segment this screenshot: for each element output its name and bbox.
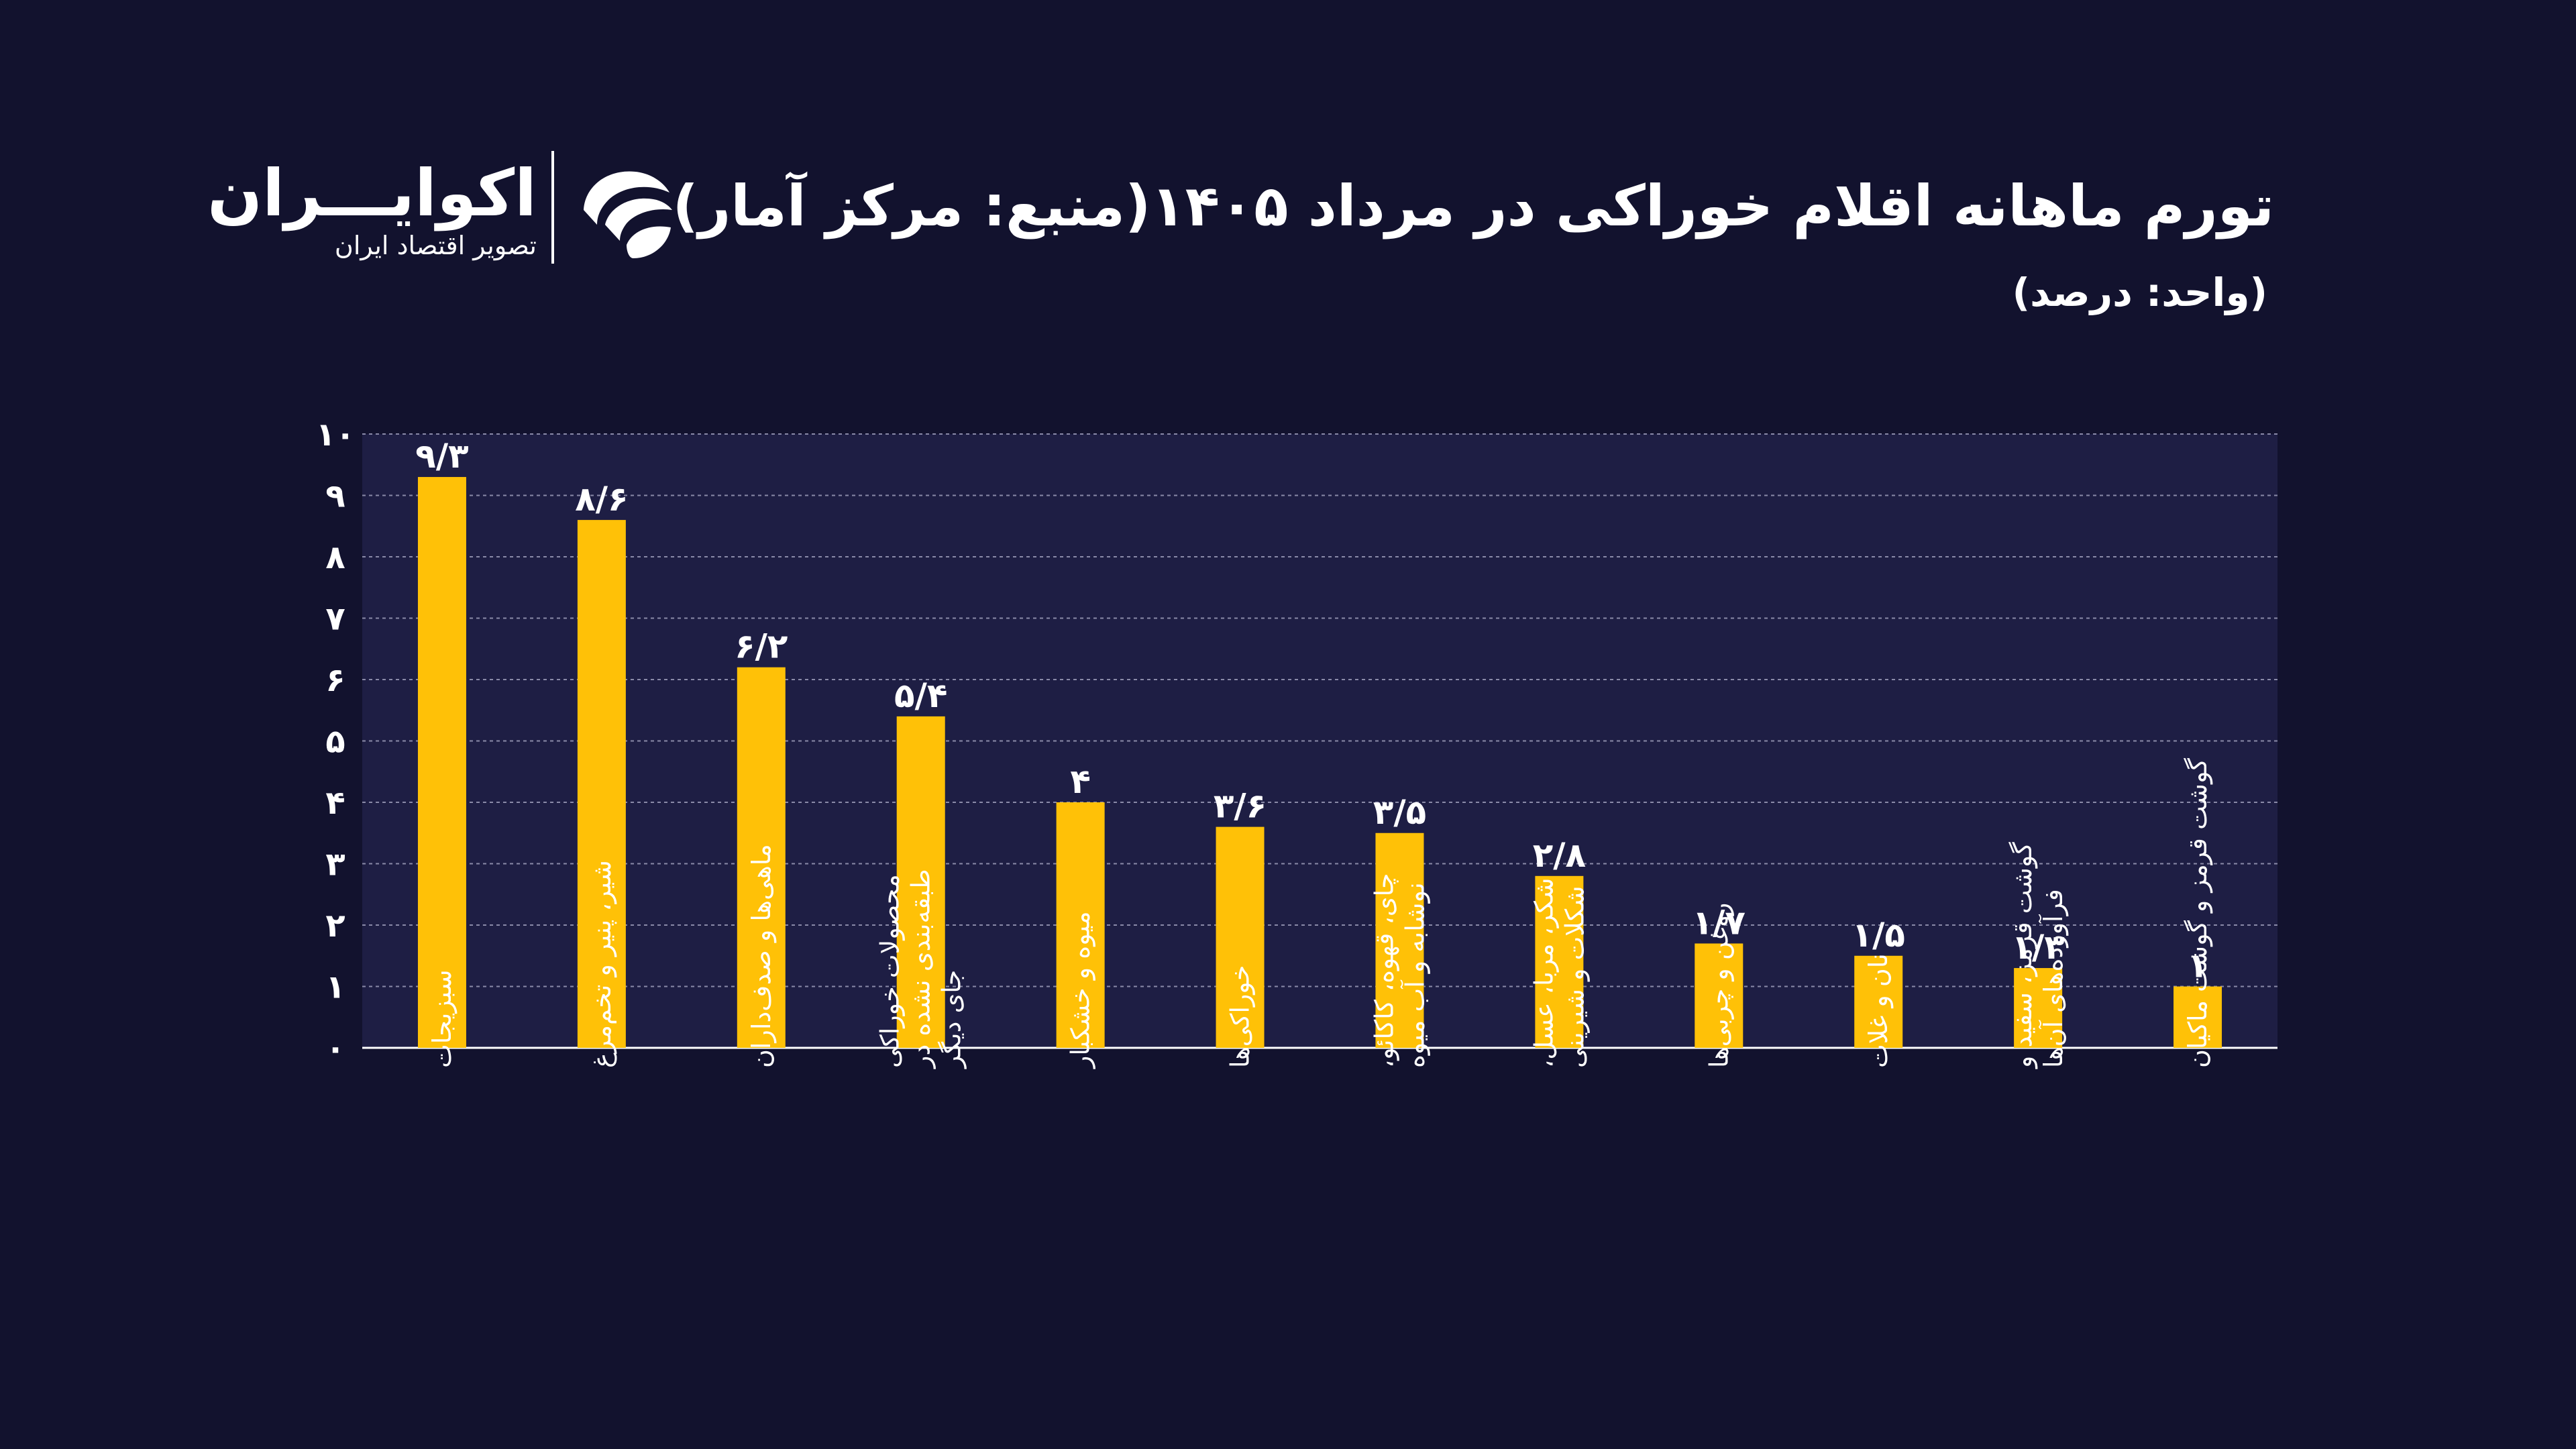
x-tick-label: میوه و خشکبار bbox=[1066, 911, 1096, 1069]
data-label: ۴ bbox=[1070, 762, 1091, 801]
x-tick-label-line: نوشابه و آب میوه bbox=[1399, 882, 1430, 1068]
x-tick-label: محصولات خوراکی طبقه‌بندی نشده در جای دیگر bbox=[875, 869, 967, 1069]
data-label: ۱ bbox=[2188, 947, 2208, 985]
x-tick-label: شیر، پنیر و تخم‌مرغ bbox=[587, 860, 617, 1068]
x-tick-label-line: شکلات و شیرینی bbox=[1560, 885, 1590, 1068]
logo-divider bbox=[551, 151, 554, 264]
data-label: ۲/۸ bbox=[1533, 836, 1586, 875]
bar bbox=[1535, 875, 1584, 1048]
x-tick-label-line: شیر، پنیر و تخم‌مرغ bbox=[587, 860, 617, 1068]
x-tick-label-line: میوه و خشکبار bbox=[1066, 911, 1096, 1069]
brand-logo: اکوایـــران تصویر اقتصاد ایران bbox=[207, 151, 698, 272]
x-tick-label-line: چای، قهوه، کاکائو، bbox=[1369, 873, 1399, 1068]
y-tick-label: ۱۰ bbox=[316, 416, 356, 453]
chart-subtitle: (واحد: درصد) bbox=[2012, 270, 2267, 315]
x-tick-label-line: گوشت قرمز و گوشت ماکیان bbox=[2183, 757, 2213, 1068]
y-tick-label: ۵ bbox=[325, 723, 345, 761]
bar bbox=[2014, 968, 2063, 1048]
x-tick-label: چای، قهوه، کاکائو، نوشابه و آب میوه bbox=[1369, 873, 1430, 1068]
x-tick-label: گوشت قرمز، سفید و فرآورده‌های آن‌ها bbox=[2008, 841, 2069, 1069]
x-tick-label: گوشت قرمز و گوشت ماکیان bbox=[2183, 757, 2213, 1068]
x-tick-label-line: گوشت قرمز، سفید و bbox=[2008, 841, 2038, 1069]
data-label: ۳/۵ bbox=[1373, 793, 1426, 832]
bar bbox=[417, 477, 466, 1048]
data-label: ۱/۳ bbox=[2011, 928, 2064, 967]
x-tick-label-line: شکر، مربا، عسل، bbox=[1529, 877, 1559, 1068]
bar bbox=[1854, 955, 1903, 1048]
y-tick-label: ۲ bbox=[325, 907, 345, 945]
bar bbox=[1216, 826, 1265, 1048]
data-label: ۳/۶ bbox=[1214, 787, 1267, 826]
y-tick-label: ۴ bbox=[325, 784, 345, 822]
plot-area bbox=[362, 434, 2277, 1048]
x-tick-label: سبزیجات bbox=[427, 969, 458, 1068]
brand-name: اکوایـــران bbox=[207, 156, 537, 231]
x-tick-label: روغن و چربی‌ها bbox=[1704, 903, 1734, 1068]
bar bbox=[1375, 833, 1424, 1048]
chart-title: تورم ماهانه اقلام خوراکی در مرداد ۱۴۰۵(م… bbox=[672, 173, 2274, 239]
bar bbox=[1695, 943, 1743, 1048]
data-label: ۸/۶ bbox=[575, 480, 628, 519]
x-tick-label-line: محصولات خوراکی bbox=[875, 874, 906, 1068]
data-label: ۶/۲ bbox=[735, 627, 788, 666]
data-label: ۱/۷ bbox=[1693, 903, 1746, 942]
data-label: ۱/۵ bbox=[1852, 916, 1905, 955]
bar bbox=[1056, 802, 1105, 1048]
bar bbox=[2174, 986, 2222, 1048]
x-tick-label-line: سبزیجات bbox=[427, 969, 458, 1068]
x-tick-label-line: فرآورده‌های آن‌ها bbox=[2038, 889, 2069, 1068]
y-tick-label: ۸ bbox=[325, 539, 345, 576]
data-label: ۵/۴ bbox=[894, 676, 947, 715]
x-tick-label-line: نان و غلات bbox=[1864, 953, 1894, 1068]
y-tick-label: ۱ bbox=[325, 969, 345, 1006]
x-tick-label-line: خوراکی‌ها bbox=[1226, 965, 1256, 1068]
x-tick-label-line: جای دیگر bbox=[937, 970, 967, 1069]
brand-tagline: تصویر اقتصاد ایران bbox=[334, 231, 537, 260]
y-tick-label: ۶ bbox=[325, 661, 345, 699]
x-tick-label: شکر، مربا، عسل، شکلات و شیرینی bbox=[1529, 877, 1590, 1068]
x-tick-label: ماهی‌ها و صدف‌داران bbox=[747, 844, 777, 1068]
x-tick-label-line: طبقه‌بندی نشده در bbox=[906, 869, 936, 1069]
data-label: ۹/۳ bbox=[415, 437, 468, 476]
x-tick-label-line: ماهی‌ها و صدف‌داران bbox=[747, 844, 777, 1068]
x-tick-label: نان و غلات bbox=[1864, 953, 1894, 1068]
x-tick-label: خوراکی‌ها bbox=[1226, 965, 1256, 1068]
bar bbox=[577, 520, 626, 1048]
y-tick-label: ۰ bbox=[325, 1030, 345, 1067]
bar bbox=[896, 716, 945, 1048]
y-tick-label: ۹ bbox=[325, 478, 345, 515]
ecoiran-swirl-icon bbox=[584, 171, 672, 258]
x-tick-label-line: روغن و چربی‌ها bbox=[1704, 903, 1734, 1068]
y-tick-label: ۷ bbox=[325, 600, 345, 638]
bar bbox=[737, 667, 786, 1048]
y-tick-label: ۳ bbox=[325, 846, 345, 883]
